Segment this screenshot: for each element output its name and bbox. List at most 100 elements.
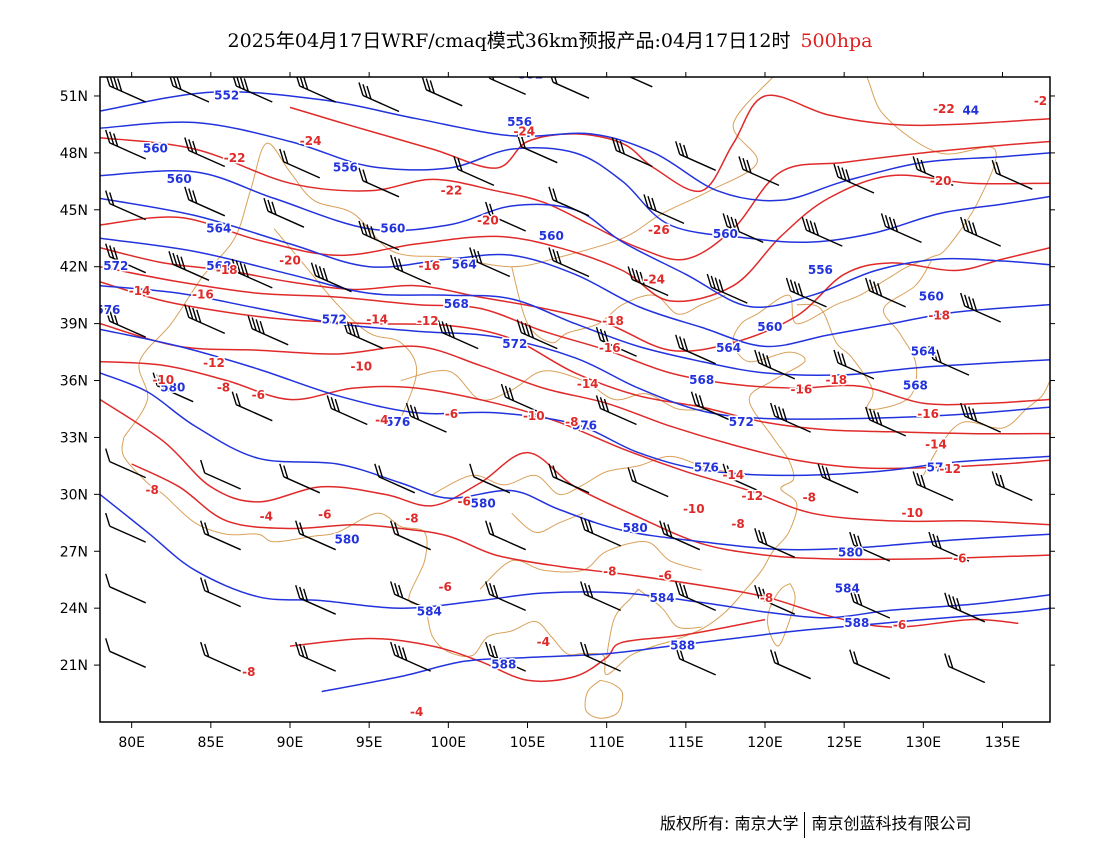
- wind-barb-icon: [105, 307, 146, 338]
- wind-barb-icon: [200, 641, 241, 672]
- temperature-contour-label: -18: [216, 263, 238, 277]
- wind-barb-icon: [390, 641, 431, 672]
- wind-barb-icon: [374, 463, 416, 494]
- map-frame: [99, 76, 1051, 723]
- wind-barb-icon: [865, 406, 906, 437]
- height-contour: [100, 328, 1050, 477]
- height-contour: [100, 170, 1050, 308]
- wind-barb-icon: [627, 266, 669, 297]
- wind-barb-icon: [485, 201, 526, 232]
- temperature-contour-label: -8: [760, 591, 773, 605]
- height-contour-label: 560: [167, 172, 192, 186]
- wind-barb-icon: [488, 77, 526, 96]
- wind-barb-layer: [105, 77, 1033, 684]
- height-contour-label: 584: [835, 582, 860, 596]
- wind-barb-icon: [928, 531, 970, 562]
- wind-barb-icon: [168, 251, 210, 281]
- height-contour-label: 588: [670, 639, 695, 653]
- temperature-contour: [100, 265, 1050, 406]
- temperature-contour-label: -8: [603, 565, 616, 579]
- wind-barb-icon: [485, 520, 526, 551]
- temperature-contour-label: -8: [731, 517, 744, 531]
- wind-barb-icon: [754, 528, 796, 558]
- wind-barb-icon: [944, 653, 986, 684]
- temperature-contour-label: -8: [242, 665, 255, 679]
- wind-barb-icon: [675, 645, 716, 676]
- temperature-contour-label: -12: [417, 314, 439, 328]
- wind-barb-icon: [770, 402, 811, 433]
- temperature-contour-label: -10: [350, 360, 372, 374]
- y-tick-label: 48N: [60, 146, 88, 162]
- wind-barb-icon: [516, 133, 558, 164]
- wind-barb-icon: [326, 395, 368, 426]
- contour-label-layer: 552 552 556 556 560 560 560 560 560 560 560 564 564 5…: [100, 77, 1049, 721]
- temperature-contour-label: -16: [791, 383, 813, 397]
- temperature-contour-label: -6: [893, 618, 906, 632]
- wind-barb-icon: [912, 156, 954, 187]
- y-tick-label: 30N: [60, 487, 88, 503]
- height-contour: [321, 607, 1050, 693]
- temperature-contour-label: -6: [252, 388, 265, 402]
- height-contour-label: 572: [322, 312, 347, 326]
- copyright-right: 南京创蓝科技有限公司: [811, 814, 972, 833]
- wind-barb-icon: [105, 190, 146, 221]
- height-contour-label: 560: [143, 142, 168, 156]
- height-contour-label: 580: [160, 381, 185, 395]
- temperature-contour-label: -20: [477, 214, 499, 228]
- height-contour-label: 580: [334, 532, 359, 546]
- wind-barb-icon: [485, 581, 526, 612]
- temperature-contour-label: -14: [129, 284, 151, 298]
- wind-barb-icon: [296, 77, 336, 103]
- temperature-contour: [100, 398, 1050, 561]
- wind-barb-icon: [833, 163, 875, 194]
- wind-barb-icon: [390, 520, 431, 551]
- temperature-contour: [100, 246, 1050, 352]
- y-tick-label: 27N: [60, 544, 88, 560]
- wind-barb-icon: [550, 77, 590, 99]
- height-contour: [100, 284, 1050, 420]
- height-contour-label: 552: [214, 89, 239, 103]
- height-contour-label: 564: [911, 345, 936, 359]
- wind-barb-icon: [912, 471, 954, 502]
- height-contour-label: 556: [333, 161, 358, 175]
- copyright-footer: 版权所有: 南京大学 南京创蓝科技有限公司: [660, 810, 972, 838]
- boundary-line: [796, 260, 932, 411]
- wind-barb-icon: [232, 77, 273, 103]
- height-contour-label: 576: [694, 460, 719, 474]
- boundary-layer: [121, 77, 1050, 719]
- height-contour-label: 560: [713, 227, 738, 241]
- temperature-contour-label: -6: [659, 568, 672, 582]
- x-tick-label: 110E: [589, 735, 625, 751]
- wind-barb-icon: [865, 277, 906, 308]
- x-tick-label: 85E: [197, 735, 224, 751]
- wind-barb-icon: [295, 520, 336, 551]
- wind-barb-icon: [105, 243, 146, 274]
- x-tick-label: 95E: [356, 735, 383, 751]
- wind-barb-icon: [453, 156, 495, 187]
- temperature-contour-label: -20: [930, 174, 952, 188]
- temperature-contours: [100, 94, 1050, 683]
- wind-barb-icon: [279, 463, 321, 494]
- x-tick-label: 105E: [510, 735, 546, 751]
- x-tick-label: 100E: [431, 735, 467, 751]
- wind-barb-icon: [469, 247, 511, 278]
- wind-barb-icon: [295, 584, 336, 615]
- height-contour-label: 572: [502, 337, 527, 351]
- height-contour-label: 560: [539, 229, 564, 243]
- temperature-contour-label: -24: [643, 273, 665, 287]
- chart-title: 2025年04月17日WRF/cmaq模式36km预报产品:04月17日12时 5…: [0, 26, 1100, 53]
- copyright-left: 版权所有: 南京大学: [660, 814, 799, 833]
- temperature-contour-label: -10: [683, 502, 705, 516]
- temperature-contour-label: -2: [1034, 94, 1047, 108]
- x-tick-label: 135E: [985, 735, 1021, 751]
- height-contours: [100, 91, 1050, 693]
- wind-barb-icon: [279, 148, 321, 179]
- wind-barb-icon: [722, 213, 764, 244]
- height-contour-label: 580: [471, 496, 496, 510]
- wind-barb-icon: [342, 319, 384, 350]
- temperature-contour-label: -14: [366, 312, 388, 326]
- temperature-contour-label: -10: [523, 409, 545, 423]
- wind-barb-icon: [358, 82, 400, 113]
- y-tick-label: 21N: [60, 658, 88, 674]
